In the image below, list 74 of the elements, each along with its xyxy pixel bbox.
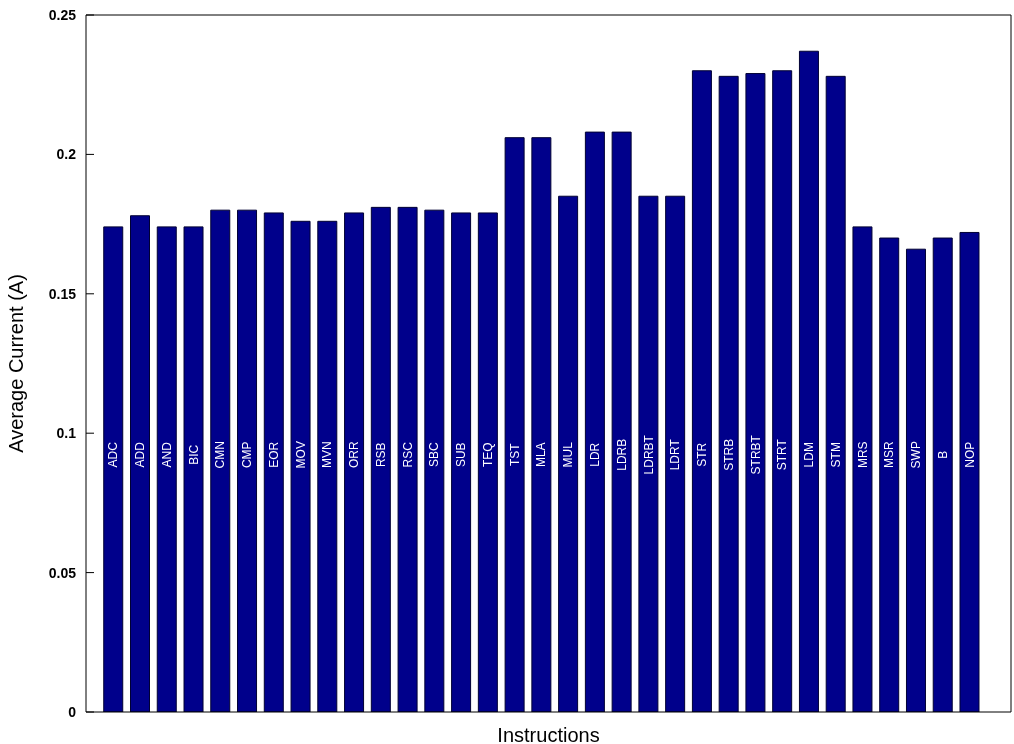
bar: [959, 231, 980, 712]
x-tick-label: MRS: [855, 441, 870, 469]
x-tick-label: STM: [828, 442, 843, 468]
bar: [531, 137, 552, 712]
y-tick-label: 0.15: [48, 285, 77, 302]
x-tick-label: ADC: [106, 441, 121, 468]
x-tick-label: MLA: [534, 442, 549, 468]
y-axis-title: Average Current (A): [5, 274, 28, 453]
x-tick-label: NOP: [962, 441, 977, 468]
bar: [130, 215, 150, 712]
x-tick-label: TEQ: [480, 442, 495, 468]
bar: [638, 195, 659, 712]
x-tick-label: LDRBT: [641, 434, 656, 475]
x-tick-label: EOR: [266, 441, 281, 468]
bar: [825, 75, 846, 712]
bar: [397, 206, 418, 712]
bar: [183, 226, 204, 712]
y-tick-label: 0.2: [56, 146, 77, 163]
bar: [879, 237, 900, 712]
x-tick-label: STRT: [775, 438, 790, 471]
y-tick-label: 0.1: [56, 425, 77, 442]
bar: [344, 212, 365, 712]
x-tick-label: CMP: [240, 441, 255, 469]
y-tick-label: 0: [68, 703, 77, 720]
bar: [263, 212, 284, 712]
x-tick-label: ORR: [347, 441, 362, 469]
bar: [932, 237, 953, 712]
x-tick-label: STRBT: [748, 434, 763, 475]
x-tick-label: MVN: [320, 441, 335, 469]
bar: [290, 220, 311, 712]
bar: [477, 212, 498, 712]
x-tick-label: SWP: [909, 441, 924, 469]
x-tick-label: AND: [159, 441, 174, 468]
x-tick-label: LDM: [802, 442, 817, 468]
bar: [451, 212, 472, 712]
x-tick-label: LDRB: [614, 438, 629, 471]
bar: [718, 75, 739, 712]
bar: [156, 226, 177, 712]
x-tick-label: MOV: [293, 441, 308, 469]
bar: [317, 220, 338, 712]
bar: [905, 248, 926, 712]
x-axis-title: Instructions: [497, 724, 600, 744]
bar: [611, 131, 632, 712]
bar: [370, 206, 391, 712]
bar: [691, 70, 712, 712]
bar: [745, 73, 766, 712]
bar: [237, 209, 258, 712]
x-tick-label: LDR: [588, 442, 603, 467]
x-tick-label: STRB: [721, 438, 736, 471]
y-tick-label: 0.25: [48, 6, 77, 23]
bar: [558, 195, 579, 712]
x-tick-label: MUL: [561, 441, 576, 468]
x-tick-label: MSR: [882, 441, 897, 469]
x-tick-label: LDRT: [668, 438, 683, 471]
x-tick-label: SUB: [454, 442, 469, 468]
x-tick-label: B: [935, 450, 950, 459]
bar: [665, 195, 686, 712]
x-tick-label: TST: [507, 442, 522, 467]
bar: [584, 131, 605, 712]
bar: [210, 209, 231, 712]
bar: [504, 137, 525, 712]
x-tick-label: CMN: [213, 441, 228, 469]
x-tick-label: SBC: [427, 442, 442, 468]
x-tick-label: RSB: [373, 442, 388, 468]
x-tick-label: ADD: [133, 441, 148, 468]
bar: [772, 70, 793, 712]
bar: [852, 226, 873, 712]
bar: [798, 50, 819, 712]
x-tick-label: RSC: [400, 441, 415, 468]
bar: [424, 209, 445, 712]
y-tick-label: 0.05: [48, 564, 77, 581]
x-tick-label: STR: [695, 442, 710, 467]
bar: [103, 226, 124, 712]
x-tick-label: BIC: [186, 444, 201, 465]
